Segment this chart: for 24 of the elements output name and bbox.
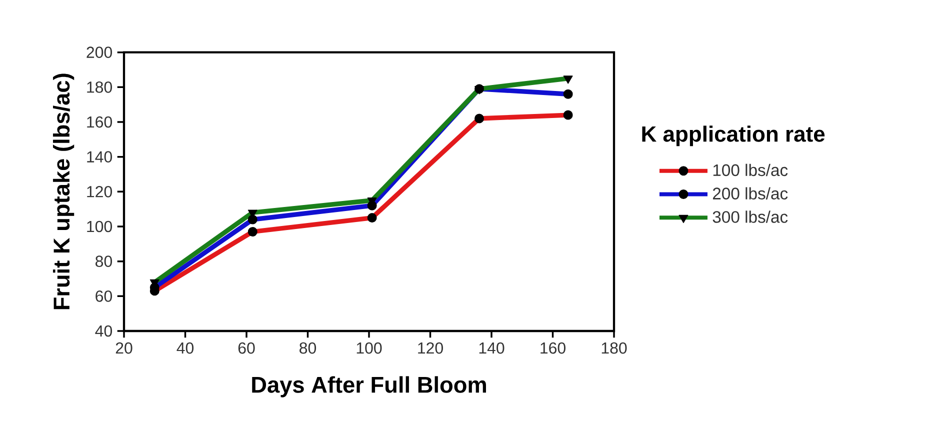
y-tick-label: 180 <box>87 82 112 93</box>
y-axis-title: Fruit K uptake (lbs/ac) <box>52 74 74 310</box>
legend-title: K application rate <box>642 126 825 146</box>
y-tick-label: 200 <box>86 46 112 58</box>
legend-label: 300 lbs/ac <box>712 210 788 223</box>
x-tick-label: 40 <box>176 342 194 354</box>
x-tick-label: 20 <box>116 342 132 354</box>
x-tick-label: 120 <box>418 342 443 354</box>
y-tick-label: 40 <box>95 325 112 337</box>
x-tick-label: 140 <box>479 342 504 354</box>
y-tick-label: 140 <box>87 151 112 162</box>
legend-label: 200 lbs/ac <box>712 187 788 200</box>
y-tick-label: 160 <box>87 116 112 128</box>
x-tick-label: 100 <box>356 342 382 354</box>
x-axis-title: Days After Full Bloom <box>252 376 486 398</box>
x-tick-label: 60 <box>238 342 255 354</box>
x-tick-label: 80 <box>300 342 316 354</box>
legend-label: 100 lbs/ac <box>713 164 788 176</box>
y-tick-label: 80 <box>96 256 112 267</box>
y-tick-label: 100 <box>87 220 112 232</box>
x-tick-label: 180 <box>602 342 627 354</box>
y-tick-label: 120 <box>87 186 112 198</box>
y-tick-label: 60 <box>96 290 112 302</box>
x-tick-label: 160 <box>540 342 566 354</box>
